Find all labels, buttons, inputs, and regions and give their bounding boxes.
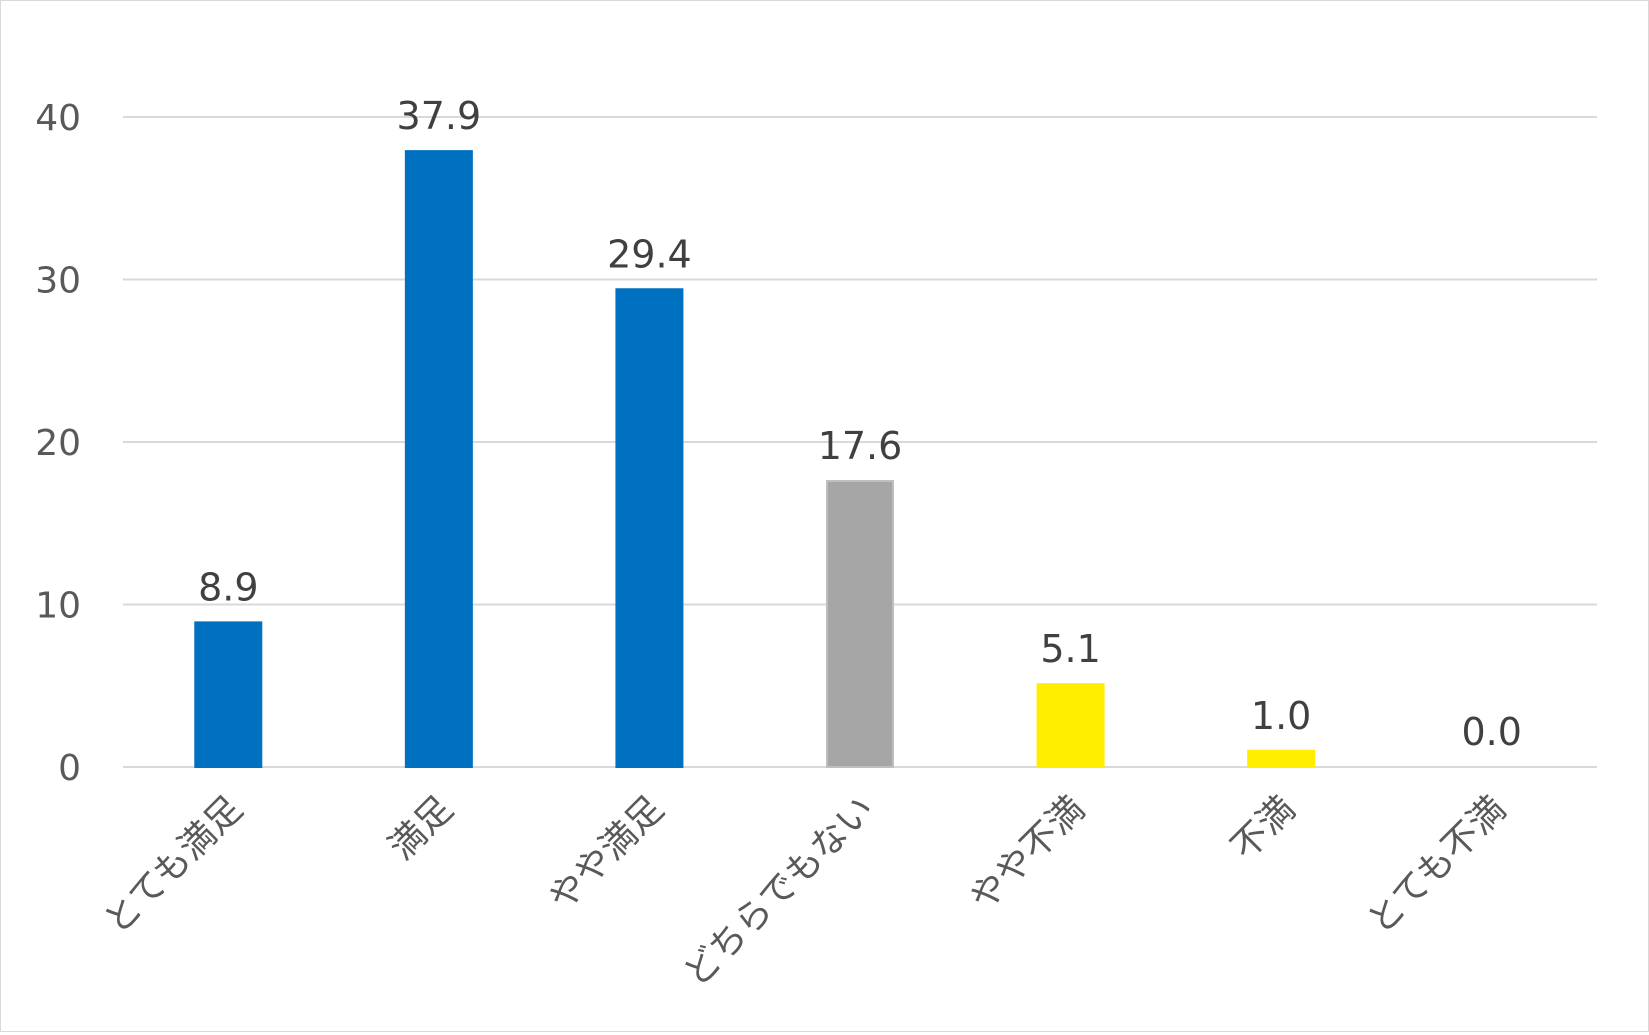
category-label: やや満足: [541, 788, 672, 919]
data-label: 5.1: [1040, 627, 1100, 671]
y-tick-label: 30: [35, 261, 81, 302]
category-label: 不満: [1224, 788, 1304, 868]
gridlines: [123, 116, 1597, 768]
data-labels: 8.9 37.9 29.4 17.6 5.1 1.0 0.0: [198, 94, 1522, 754]
bar: [826, 480, 894, 768]
y-tick-label: 40: [35, 98, 81, 139]
y-tick-label: 0: [58, 748, 81, 789]
y-tick-label: 10: [35, 586, 81, 627]
category-label: どちらでもない: [676, 788, 882, 994]
data-label: 29.4: [607, 232, 692, 276]
category-label: とても不満: [1360, 788, 1514, 942]
data-label: 0.0: [1461, 710, 1521, 754]
bar: [1247, 749, 1316, 768]
data-label: 37.9: [397, 94, 482, 138]
bars: [194, 150, 1316, 768]
bar: [194, 621, 263, 768]
x-axis-categories: とても満足 満足 やや満足 どちらでもない やや不満 不満 とても不満: [96, 788, 1514, 994]
category-label: やや不満: [962, 788, 1093, 919]
category-label: 満足: [381, 788, 461, 868]
bar: [404, 150, 473, 768]
data-label: 1.0: [1251, 694, 1311, 738]
data-label: 17.6: [818, 424, 903, 468]
bar: [615, 288, 684, 768]
data-label: 8.9: [198, 565, 258, 609]
bar: [1036, 683, 1105, 768]
y-tick-label: 20: [35, 423, 81, 464]
category-label: とても満足: [96, 788, 250, 942]
y-axis-ticks: 0 10 20 30 40: [35, 98, 81, 789]
